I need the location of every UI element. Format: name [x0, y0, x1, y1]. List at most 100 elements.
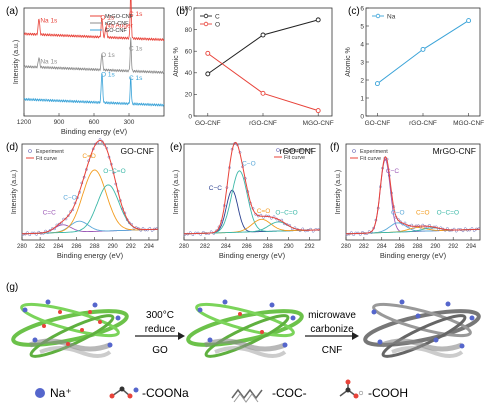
cooh-icon	[339, 379, 364, 399]
chart-f-xtick-label-3: 286	[395, 244, 406, 250]
chart-b-point-C-2	[315, 17, 321, 23]
step2-line1: microwave	[308, 310, 356, 321]
tick-label-a-0: 1200	[17, 119, 32, 126]
chart-c-legend-label-0: Na	[387, 13, 396, 20]
chart-d-xtick-label-5: 290	[108, 244, 119, 250]
chart-c-ytick-label-0: 0	[360, 113, 364, 120]
chart-d-xtick-label-7: 294	[144, 244, 155, 250]
step2-line3: CNF	[322, 345, 343, 356]
chart-b-ytick-label-1: 20	[185, 92, 193, 99]
chart-b-ytick-label-2: 40	[185, 70, 193, 77]
chart-b: 0 20 40 60 80 100 GO-CNF rGO-CNF MGO-CNF Atomic %…	[173, 5, 334, 127]
chart-f-title: MrGO-CNF	[433, 146, 476, 156]
step1-line3: GO	[152, 345, 168, 356]
chart-f-xtick-label-0: 280	[341, 244, 352, 250]
chart-f-xlabel: Binding energy (eV)	[380, 251, 447, 260]
panel-label-d: (d)	[6, 142, 18, 153]
panel-label-g: (g)	[6, 282, 18, 293]
chart-b-legend-marker-1	[203, 21, 209, 27]
chart-a: C 1s Na Auger O 1s Na 1s C 1s O 1s Na 1s C 1s O …	[13, 0, 165, 136]
annotation-a-6: Na 1s	[40, 59, 58, 66]
chart-d-xtick-label-6: 292	[126, 244, 137, 250]
chart-e-fit-curve	[183, 141, 320, 235]
chart-d-component-2	[21, 169, 159, 235]
chart-b-ytick-label-5: 100	[181, 5, 192, 12]
chart-b-ytick-label-4: 80	[185, 27, 193, 34]
chart-f-xtick-label-2: 284	[377, 244, 388, 250]
tick-label-a-1: 900	[54, 119, 65, 126]
chart-c: 0 1 2 3 4 5 6 GO-CNF rGO-CNF MGO-CNF Atomic % Na	[345, 5, 484, 127]
chart-f-legend-exp: Experiment	[360, 149, 388, 155]
chart-d-label-3: O−C=O	[103, 168, 125, 175]
chart-c-ytick-label-5: 5	[360, 23, 364, 30]
annotation-a-8: O 1s	[101, 72, 115, 79]
legend-coona: -COONa	[142, 386, 189, 400]
legend-cooh: -COOH	[368, 386, 408, 400]
na-ion-icon	[35, 388, 45, 398]
chart-b-ylabel: Atomic %	[173, 47, 180, 77]
chart-d-fit-curve	[21, 139, 159, 235]
chart-e-legend-exp: Experiment	[284, 148, 312, 154]
chart-c-point-Na-2	[466, 18, 472, 24]
chart-d-xtick-label-4: 288	[90, 244, 101, 250]
chart-c-ytick-label-6: 6	[360, 5, 364, 12]
chart-c-category-0: GO-CNF	[365, 120, 391, 127]
chart-e-xtick-label-1: 282	[200, 244, 211, 250]
chart-f-label-1: C−O	[391, 210, 405, 217]
chart-b-point-O-1	[260, 90, 266, 96]
chart-d-label-1: C−O	[63, 194, 77, 201]
chart-d-legend-exp: Experiment	[36, 149, 64, 155]
panel-label-b: (b)	[176, 6, 188, 17]
chart-c-ytick-label-4: 4	[360, 41, 364, 48]
chart-c-series-Na	[377, 20, 469, 84]
chart-d-xtick-label-2: 284	[53, 244, 64, 250]
chart-f-legend-exp-marker	[352, 149, 356, 153]
chart-d-ylabel: Intensity (a.u.)	[11, 170, 18, 214]
structure-go-cnf	[11, 299, 129, 358]
legend-coc: -COC-	[272, 386, 307, 400]
chart-d-legend-fit: Fit curve	[36, 156, 57, 162]
chart-b-legend-label-1: O	[215, 21, 220, 28]
chart-b-legend-marker-0	[203, 13, 209, 19]
chart-e-xlabel: Binding energy (eV)	[219, 251, 286, 260]
chart-f-xtick-label-5: 290	[430, 244, 441, 250]
chart-f-xtick-label-4: 288	[412, 244, 423, 250]
chart-c-ytick-label-2: 2	[360, 77, 364, 84]
coona-icon	[109, 386, 139, 399]
schematic-legend: Na⁺ -COONa -COC-	[35, 379, 408, 403]
chart-b-ytick-label-0: 0	[188, 113, 192, 120]
chart-f-label-2: C=O	[416, 210, 430, 217]
annotation-a-2: O 1s	[100, 14, 114, 21]
legend-label-a-0: MrGO-CNF	[105, 14, 134, 20]
chart-b-point-O-2	[315, 108, 321, 114]
step1-line1: 300°C	[146, 310, 174, 321]
chart-b-category-2: MGO-CNF	[303, 120, 334, 127]
chart-b-point-C-1	[260, 32, 266, 38]
chart-b-point-O-0	[205, 50, 211, 56]
series-a-MrGO-CNF	[23, 0, 165, 42]
chart-e-label-1: C−O	[242, 161, 256, 168]
panel-label-a: (a)	[6, 6, 18, 17]
chart-d-experiment-point	[100, 140, 104, 143]
chart-f-fit-curve	[345, 156, 481, 235]
chart-d-xlabel: Binding energy (eV)	[57, 251, 124, 260]
annotation-a-7: C 1s	[129, 75, 143, 82]
chart-d-component-1	[21, 220, 159, 235]
chart-e-legend-fit: Fit curve	[284, 155, 305, 161]
chart-e-label-3: O−C=O	[275, 210, 297, 217]
chart-f-frame	[345, 143, 481, 241]
panel-label-c: (c)	[348, 6, 360, 17]
ylabel-a: Intensity (a.u.)	[13, 40, 20, 84]
panel-label-e: (e)	[170, 142, 182, 153]
chart-c-category-2: MGO-CNF	[453, 120, 484, 127]
chart-e-xtick-label-0: 280	[179, 244, 190, 250]
chart-f-component-0	[345, 158, 481, 235]
chart-e-xtick-label-2: 284	[221, 244, 232, 250]
legend-label-a-2: GO-CNF	[105, 28, 127, 34]
chart-d-label-2: C=O	[82, 153, 96, 160]
structure-rgo-cnf	[186, 299, 304, 358]
chart-e-xtick-label-6: 292	[305, 244, 316, 250]
